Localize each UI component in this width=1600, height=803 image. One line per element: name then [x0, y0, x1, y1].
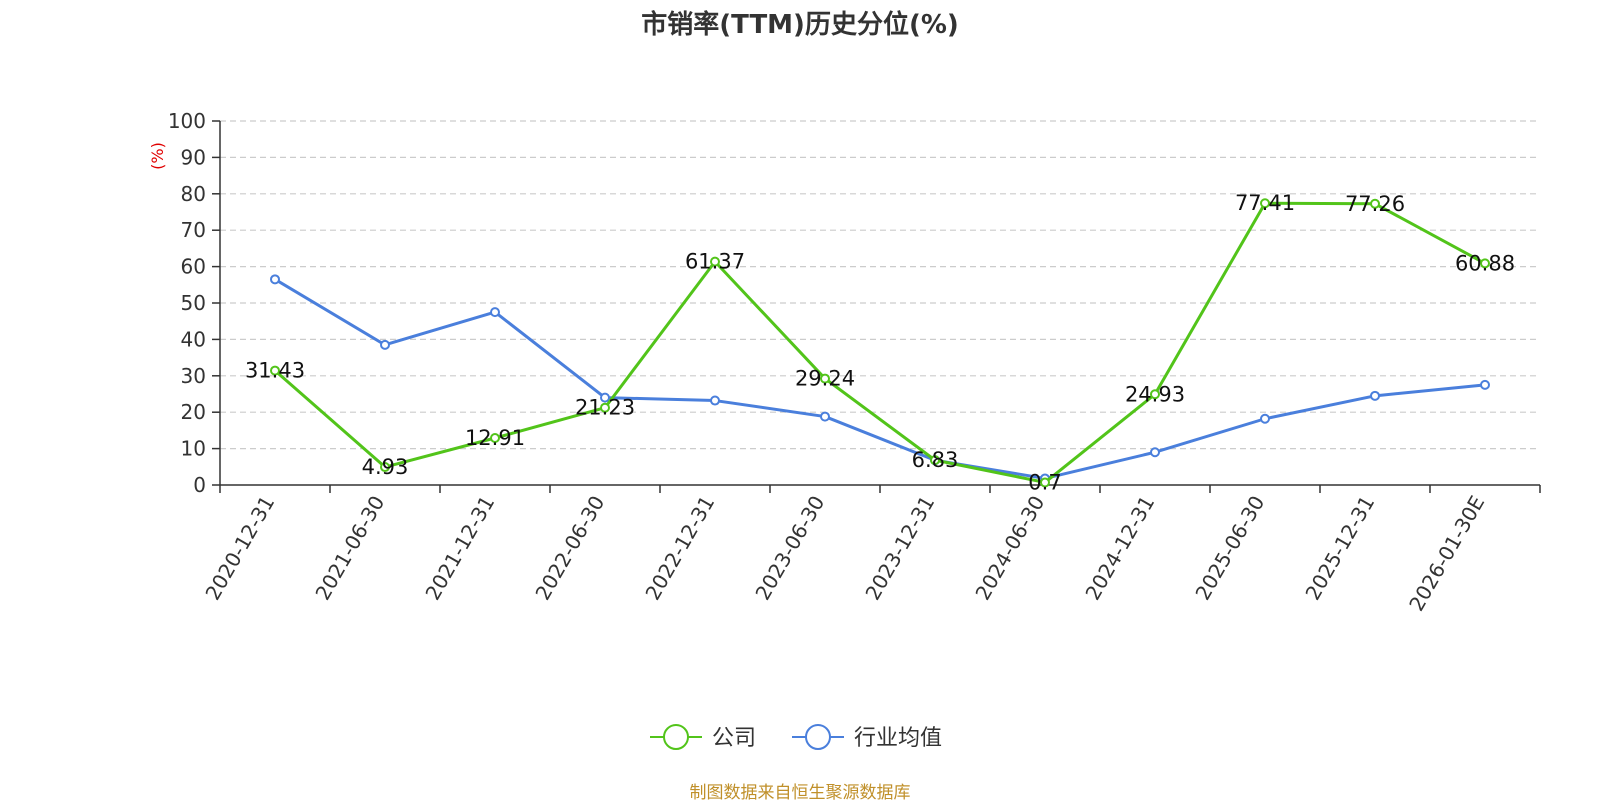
- y-tick-label: 20: [181, 400, 206, 424]
- data-label: 12.91: [465, 426, 525, 450]
- y-tick-label: 40: [181, 327, 206, 351]
- data-label: 61.37: [685, 250, 745, 274]
- y-tick-label: 100: [168, 109, 206, 133]
- data-point: [380, 339, 390, 350]
- data-point: [1260, 413, 1270, 424]
- data-point: [1040, 477, 1050, 488]
- data-point: [270, 274, 280, 285]
- data-label: 77.26: [1345, 192, 1405, 216]
- data-point: [820, 411, 830, 422]
- legend-marker: [663, 724, 689, 750]
- x-tick-label: 2024-06-30: [970, 492, 1049, 605]
- data-label: 60.88: [1455, 251, 1515, 275]
- legend-label: 行业均值: [854, 726, 942, 751]
- data-point: [600, 392, 610, 403]
- y-tick-label: 70: [181, 218, 206, 242]
- y-tick-label: 60: [181, 255, 206, 279]
- data-point: [270, 365, 280, 376]
- data-point: [1370, 198, 1380, 209]
- y-tick-label: 90: [181, 145, 206, 169]
- x-tick-label: 2020-12-31: [200, 492, 279, 605]
- x-tick-label: 2021-06-30: [310, 492, 389, 605]
- data-point: [380, 462, 390, 473]
- data-label: 0.7: [1028, 470, 1061, 494]
- y-tick-label: 10: [181, 437, 206, 461]
- y-axis-label: (%): [148, 142, 167, 170]
- chart-title: 市销率(TTM)历史分位(%): [641, 10, 959, 40]
- data-label: 24.93: [1125, 382, 1185, 406]
- data-point: [490, 307, 500, 318]
- data-label: 77.41: [1235, 191, 1295, 215]
- data-point: [1150, 389, 1160, 400]
- data-point: [710, 395, 720, 406]
- data-point: [820, 373, 830, 384]
- y-tick-label: 30: [181, 364, 206, 388]
- data-label: 29.24: [795, 367, 855, 391]
- source-note: 制图数据来自恒生聚源数据库: [689, 783, 911, 803]
- x-tick-label: 2022-06-30: [530, 492, 609, 605]
- x-tick-label: 2025-06-30: [1190, 492, 1269, 605]
- x-tick-label: 2022-12-31: [640, 492, 719, 605]
- data-point: [1150, 447, 1160, 458]
- data-point: [490, 433, 500, 444]
- x-tick-label: 2021-12-31: [420, 492, 499, 605]
- x-tick-label: 2026-01-30E: [1404, 492, 1489, 616]
- data-label: 21.23: [575, 396, 635, 420]
- data-label: 6.83: [912, 448, 959, 472]
- series-line: [274, 201, 1486, 484]
- legend-label: 公司: [712, 726, 756, 751]
- data-point: [1370, 390, 1380, 401]
- data-point: [1480, 258, 1490, 269]
- x-tick-label: 2025-12-31: [1300, 492, 1379, 605]
- data-point: [600, 402, 610, 413]
- y-tick-label: 80: [181, 182, 206, 206]
- x-tick-label: 2023-06-30: [750, 492, 829, 605]
- data-point: [930, 455, 940, 466]
- data-point: [1260, 198, 1270, 209]
- data-label: 4.93: [362, 455, 409, 479]
- legend-marker: [805, 724, 831, 750]
- series-line: [274, 278, 1486, 480]
- data-label: 31.43: [245, 359, 305, 383]
- y-tick-label: 0: [193, 473, 206, 497]
- x-tick-label: 2024-12-31: [1080, 492, 1159, 605]
- y-tick-label: 50: [181, 291, 206, 315]
- x-tick-label: 2023-12-31: [860, 492, 939, 605]
- data-point: [1480, 379, 1490, 390]
- data-point: [710, 256, 720, 267]
